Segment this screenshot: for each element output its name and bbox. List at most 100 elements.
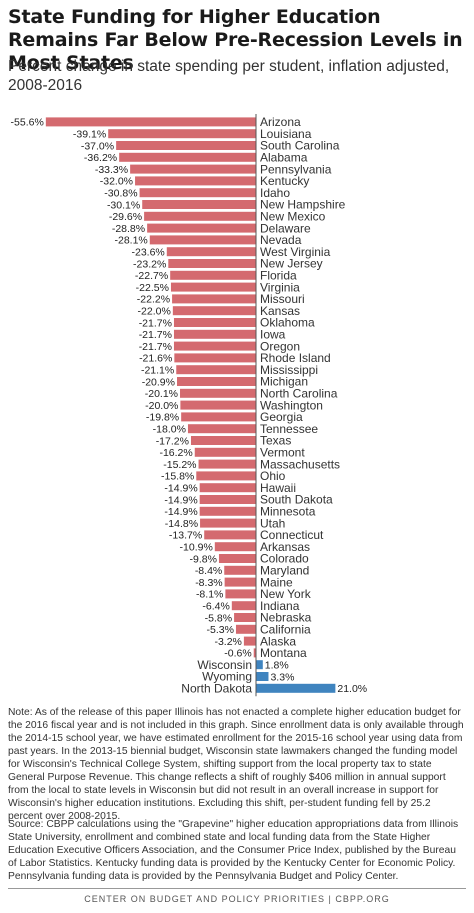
- bar-missouri: [172, 294, 256, 304]
- category-label: West Virginia: [260, 245, 331, 259]
- data-label: -14.9%: [164, 494, 197, 506]
- data-label: -16.2%: [159, 447, 192, 459]
- bar-iowa: [173, 329, 256, 339]
- data-label: -22.2%: [137, 294, 170, 306]
- data-label: -23.2%: [133, 258, 166, 270]
- category-label: Delaware: [260, 221, 311, 235]
- bar-california: [235, 624, 256, 634]
- category-label: Maine: [260, 575, 293, 589]
- chart-title: State Funding for Higher Education Remai…: [8, 6, 463, 74]
- bar-montana: [253, 648, 256, 658]
- chart-source: Source: CBPP calculations using the "Gra…: [8, 819, 459, 882]
- category-label: Indiana: [260, 599, 300, 613]
- category-label: New Mexico: [260, 210, 326, 224]
- category-label: Mississippi: [260, 363, 318, 377]
- footer-credit: CENTER ON BUDGET AND POLICY PRIORITIES |…: [84, 894, 390, 904]
- bar-kansas: [172, 306, 256, 316]
- bar-arizona: [45, 117, 256, 127]
- category-label: Pennsylvania: [260, 162, 332, 176]
- bar-nebraska: [234, 613, 256, 622]
- chart-note: Note: As of the release of this paper Il…: [8, 707, 464, 822]
- category-label: Rhode Island: [260, 351, 331, 365]
- data-label: -28.1%: [114, 235, 147, 247]
- bar-maryland: [224, 565, 256, 575]
- data-label: -22.0%: [138, 306, 171, 318]
- data-label: 21.0%: [337, 683, 367, 695]
- category-label: Idaho: [260, 186, 290, 200]
- bar-idaho: [139, 188, 256, 198]
- category-label: Louisiana: [260, 127, 312, 141]
- data-label: -15.8%: [161, 471, 194, 483]
- bar-connecticut: [204, 530, 256, 540]
- data-label: -8.4%: [195, 565, 222, 577]
- category-label: Florida: [260, 269, 297, 283]
- bar-mississippi: [176, 365, 256, 375]
- data-label: -17.2%: [156, 435, 189, 447]
- category-label: Maryland: [260, 564, 309, 578]
- data-label: -13.7%: [169, 530, 202, 542]
- bar-hawaii: [199, 483, 256, 493]
- category-label: South Carolina: [260, 139, 340, 153]
- data-label: -6.4%: [202, 601, 229, 613]
- bar-indiana: [231, 601, 256, 611]
- category-label: Virginia: [260, 280, 300, 294]
- data-label: -20.0%: [145, 400, 178, 412]
- data-label: -30.8%: [104, 188, 137, 200]
- category-label: Hawaii: [260, 481, 296, 495]
- bar-rhode-island: [174, 353, 256, 363]
- category-label: Connecticut: [260, 528, 324, 542]
- category-label: New Jersey: [260, 257, 323, 271]
- data-label: -3.2%: [214, 636, 241, 648]
- data-label: -8.1%: [196, 589, 223, 601]
- bar-maine: [224, 577, 256, 587]
- bar-pennsylvania: [130, 164, 256, 174]
- category-label: North Dakota: [181, 682, 252, 696]
- data-label: -9.8%: [190, 553, 217, 565]
- category-label: North Carolina: [260, 387, 338, 401]
- category-label: Arkansas: [260, 540, 310, 554]
- bar-colorado: [218, 554, 256, 563]
- data-label: -28.8%: [112, 223, 145, 235]
- data-label: -21.7%: [139, 341, 172, 353]
- bar-west-virginia: [166, 247, 256, 257]
- bar-alabama: [119, 152, 256, 162]
- bar-washington: [180, 400, 256, 410]
- bar-new-jersey: [168, 259, 256, 268]
- data-label: -10.9%: [180, 542, 213, 554]
- data-label: -36.2%: [84, 152, 117, 164]
- data-label: 1.8%: [265, 660, 289, 672]
- bar-texas: [190, 436, 256, 445]
- category-label: Georgia: [260, 410, 303, 424]
- bar-louisiana: [108, 129, 256, 139]
- data-label: -32.0%: [100, 176, 133, 188]
- bar-new-york: [225, 589, 256, 599]
- category-label: Nebraska: [260, 611, 312, 625]
- bar-oregon: [173, 341, 256, 351]
- bar-oklahoma: [173, 318, 256, 327]
- category-label: Ohio: [260, 469, 286, 483]
- bar-arkansas: [214, 542, 256, 552]
- category-label: New Hampshire: [260, 198, 346, 212]
- bar-vermont: [194, 447, 256, 457]
- data-label: -0.6%: [224, 648, 251, 660]
- bar-ohio: [196, 471, 256, 481]
- bar-massachusetts: [198, 459, 256, 469]
- bar-new-mexico: [144, 211, 256, 221]
- chart-subtitle: Percent change in state spending per stu…: [8, 58, 450, 94]
- data-label: -21.1%: [141, 365, 174, 377]
- bar-delaware: [147, 223, 256, 233]
- data-label: -21.6%: [139, 353, 172, 365]
- data-label: -55.6%: [11, 117, 44, 129]
- bar-virginia: [170, 282, 256, 292]
- data-label: 3.3%: [270, 671, 294, 683]
- bar-south-carolina: [116, 141, 256, 150]
- bar-georgia: [181, 412, 256, 422]
- data-label: -30.1%: [107, 199, 140, 211]
- category-label: Minnesota: [260, 505, 316, 519]
- data-label: -14.9%: [164, 483, 197, 495]
- data-label: -20.1%: [145, 388, 178, 400]
- category-label: Colorado: [260, 552, 309, 566]
- bar-kentucky: [135, 176, 256, 186]
- data-label: -29.6%: [109, 211, 142, 223]
- category-label: Alabama: [260, 151, 308, 165]
